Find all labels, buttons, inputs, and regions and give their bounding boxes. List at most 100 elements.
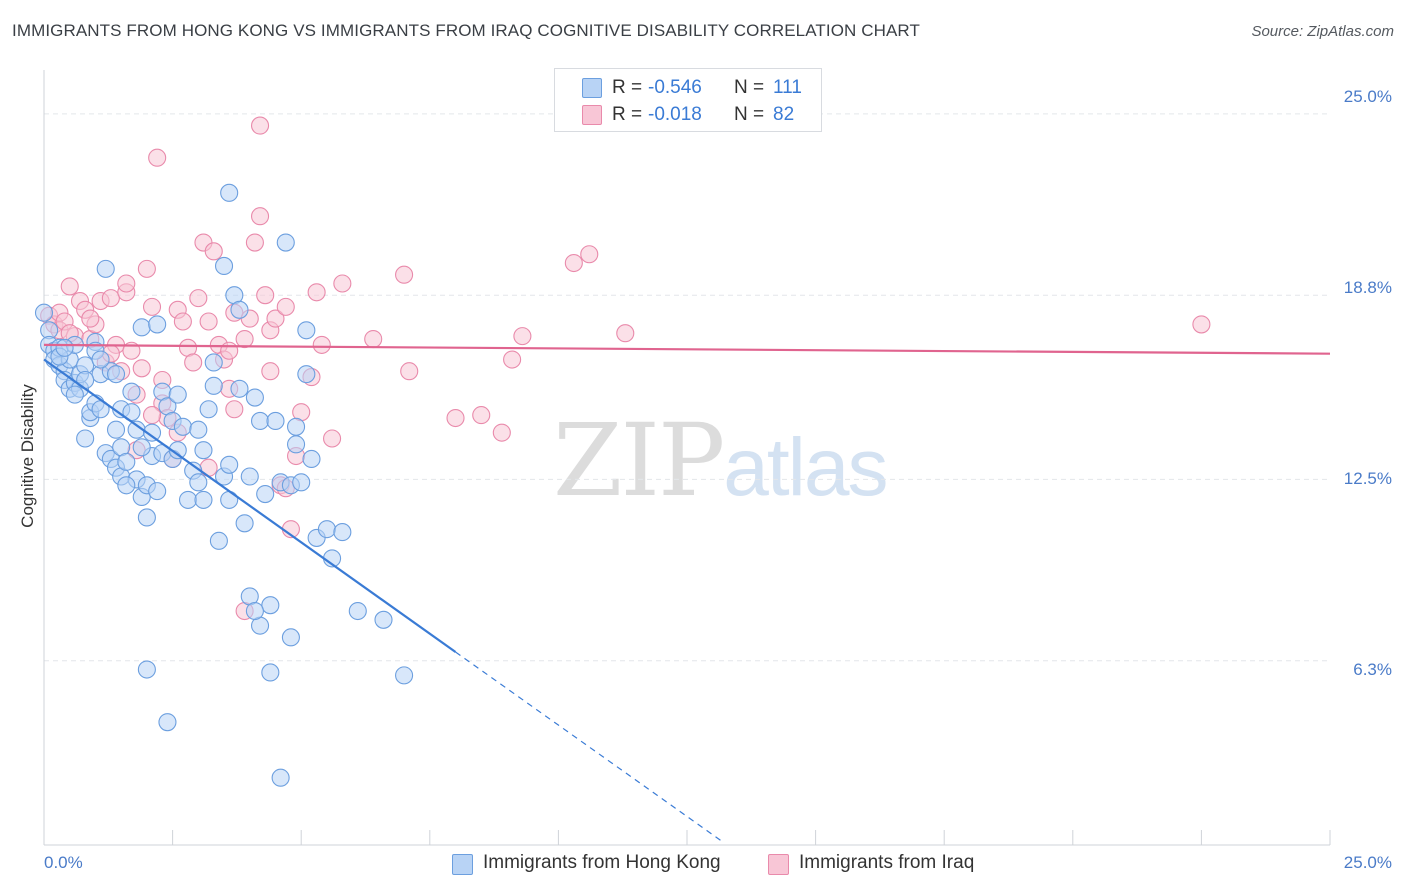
y-tick-label-25-0: 25.0% xyxy=(1343,87,1392,106)
point-iraq xyxy=(250,207,270,226)
point-iraq xyxy=(364,330,383,349)
point-hong-kong xyxy=(137,660,156,679)
point-hong-kong xyxy=(348,601,367,621)
legend-n-value: 82 xyxy=(773,104,795,125)
point-hong-kong xyxy=(34,303,54,322)
stats-legend: R = -0.546 N = 111 R = -0.018 N = 82 xyxy=(554,68,822,132)
legend-row-hong-kong: R = -0.546 N = 111 xyxy=(555,75,821,101)
point-iraq xyxy=(492,423,511,442)
bottom-legend-swatch-hong-kong xyxy=(452,854,473,875)
point-iraq xyxy=(276,297,295,316)
point-iraq xyxy=(184,353,203,372)
point-hong-kong xyxy=(65,385,84,404)
legend-n-label: N = xyxy=(734,77,765,98)
source-attribution: Source: ZipAtlas.com xyxy=(1251,23,1394,40)
watermark: ZIPatlas xyxy=(553,402,889,519)
point-hong-kong xyxy=(76,429,95,448)
point-hong-kong xyxy=(287,417,306,436)
watermark-zip: ZIP xyxy=(553,402,725,519)
point-iraq xyxy=(312,335,331,354)
point-iraq xyxy=(225,400,244,419)
bottom-legend-swatch-iraq xyxy=(768,854,789,875)
point-iraq xyxy=(333,274,352,293)
point-hong-kong xyxy=(142,423,162,442)
legend-r-label: R = xyxy=(612,104,643,125)
point-hong-kong xyxy=(148,315,167,334)
point-hong-kong xyxy=(76,370,95,390)
point-hong-kong xyxy=(220,455,239,474)
point-iraq xyxy=(256,286,275,305)
point-hong-kong xyxy=(395,666,414,685)
bottom-legend-hong-kong: Immigrants from Hong Kong xyxy=(483,852,721,873)
point-iraq xyxy=(616,324,635,343)
point-hong-kong xyxy=(178,490,198,509)
point-iraq xyxy=(261,362,280,381)
point-iraq xyxy=(81,309,100,328)
point-hong-kong xyxy=(240,467,259,486)
point-iraq xyxy=(220,341,239,360)
point-hong-kong xyxy=(96,259,115,278)
point-hong-kong xyxy=(204,376,223,395)
point-hong-kong xyxy=(189,473,208,492)
point-iraq xyxy=(513,327,532,346)
point-hong-kong xyxy=(173,417,192,436)
point-iraq xyxy=(60,277,79,296)
point-hong-kong xyxy=(137,508,156,527)
point-iraq xyxy=(142,297,162,316)
point-hong-kong xyxy=(189,420,208,439)
trendline-hong-kong xyxy=(43,358,457,653)
point-iraq xyxy=(564,253,583,273)
point-hong-kong xyxy=(281,628,300,647)
chart-title: IMMIGRANTS FROM HONG KONG VS IMMIGRANTS … xyxy=(12,21,920,40)
point-hong-kong xyxy=(194,490,213,509)
point-hong-kong xyxy=(106,420,126,439)
point-iraq xyxy=(132,359,151,378)
point-hong-kong xyxy=(168,385,187,404)
point-hong-kong xyxy=(117,452,136,471)
point-hong-kong xyxy=(194,441,213,460)
point-iraq xyxy=(250,116,270,135)
point-iraq xyxy=(266,309,285,328)
point-iraq xyxy=(323,429,342,448)
bottom-legend-iraq: Immigrants from Iraq xyxy=(799,852,975,873)
y-axis-label: Cognitive Disability xyxy=(18,384,37,528)
point-hong-kong xyxy=(271,768,290,787)
point-hong-kong xyxy=(168,441,187,460)
point-hong-kong xyxy=(266,411,285,430)
watermark-atlas: atlas xyxy=(723,422,888,513)
point-iraq xyxy=(503,350,522,369)
point-hong-kong xyxy=(158,713,177,732)
legend-r-value: -0.018 xyxy=(648,104,702,125)
point-hong-kong xyxy=(333,523,352,542)
point-hong-kong xyxy=(287,435,306,454)
y-tick-label-18-8: 18.8% xyxy=(1343,278,1392,297)
legend-n-label: N = xyxy=(734,104,765,125)
point-hong-kong xyxy=(220,490,239,509)
point-hong-kong xyxy=(91,350,110,369)
point-iraq xyxy=(446,408,465,428)
point-iraq xyxy=(148,148,167,167)
legend-r-label: R = xyxy=(612,77,643,98)
point-hong-kong xyxy=(256,485,275,504)
point-iraq xyxy=(235,330,254,349)
trendline-iraq xyxy=(43,343,1331,355)
legend-row-iraq: R = -0.018 N = 82 xyxy=(555,102,821,128)
legend-n-value: 111 xyxy=(773,77,802,98)
point-iraq xyxy=(204,242,223,261)
point-hong-kong xyxy=(250,411,270,430)
point-hong-kong xyxy=(199,400,218,419)
point-hong-kong xyxy=(261,663,280,682)
point-iraq xyxy=(189,289,208,308)
point-hong-kong xyxy=(148,482,167,501)
point-hong-kong xyxy=(297,365,316,384)
point-hong-kong xyxy=(374,610,393,629)
point-hong-kong xyxy=(204,353,223,372)
point-iraq xyxy=(472,406,491,425)
point-hong-kong xyxy=(235,514,254,533)
trendline-hong-kong-extension xyxy=(455,651,724,843)
point-hong-kong xyxy=(297,321,316,340)
point-iraq xyxy=(142,406,162,425)
point-hong-kong xyxy=(317,520,336,539)
legend-swatch-iraq xyxy=(582,105,602,125)
